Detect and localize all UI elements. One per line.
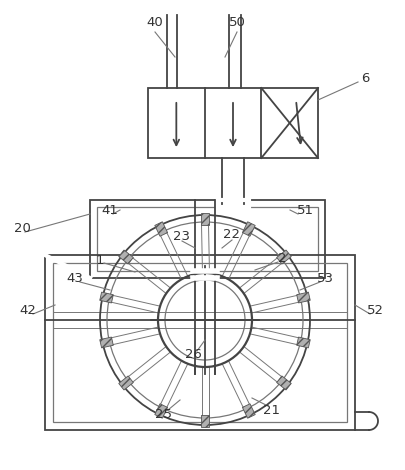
- Text: 52: 52: [367, 304, 384, 316]
- Bar: [53, 263, 347, 422]
- Text: 26: 26: [185, 348, 201, 361]
- Text: 40: 40: [147, 16, 163, 29]
- Polygon shape: [155, 222, 168, 236]
- Text: 6: 6: [361, 71, 369, 85]
- Text: 42: 42: [19, 304, 36, 316]
- Text: 22: 22: [224, 228, 241, 242]
- Text: 43: 43: [66, 272, 83, 284]
- Text: 25: 25: [154, 408, 171, 422]
- Text: 51: 51: [296, 204, 313, 217]
- Polygon shape: [277, 376, 291, 390]
- Polygon shape: [243, 404, 255, 418]
- Text: 23: 23: [173, 230, 190, 243]
- Text: 53: 53: [316, 272, 333, 284]
- Text: 21: 21: [264, 404, 281, 416]
- Polygon shape: [119, 250, 133, 264]
- Bar: [45, 255, 355, 430]
- Bar: [90, 200, 325, 278]
- Bar: [97, 207, 318, 271]
- Text: 2: 2: [278, 251, 286, 265]
- Bar: [148, 88, 318, 158]
- Polygon shape: [100, 337, 113, 348]
- Polygon shape: [297, 292, 310, 303]
- Polygon shape: [155, 404, 168, 418]
- Polygon shape: [243, 222, 255, 236]
- Text: 41: 41: [102, 204, 118, 217]
- Text: 1: 1: [96, 253, 104, 266]
- Polygon shape: [201, 415, 209, 427]
- Polygon shape: [201, 213, 209, 225]
- Polygon shape: [297, 337, 310, 348]
- Polygon shape: [100, 292, 113, 303]
- Text: 20: 20: [13, 221, 30, 235]
- Polygon shape: [119, 376, 133, 390]
- Text: 50: 50: [228, 16, 245, 29]
- Polygon shape: [277, 250, 291, 264]
